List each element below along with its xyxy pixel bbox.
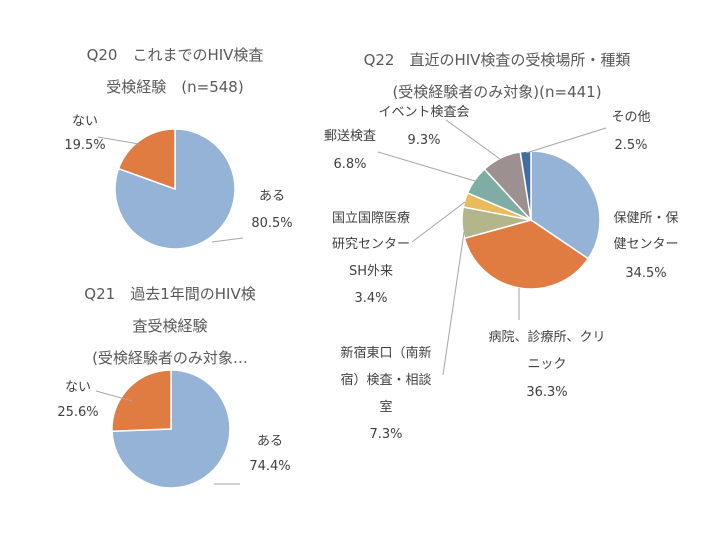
chart-q20-label-nai: ない <box>72 114 98 129</box>
chart-q22-label-shinjuku-line-2: 宿）検査・相談 <box>340 372 431 388</box>
chart-q22-label-byoin-line-1: 病院、診療所、クリ <box>488 329 605 345</box>
chart-pie2-slice-hokenjo <box>530 150 601 260</box>
chart-q21-title-line-1: Q21 過去1年間のHIV検 <box>84 285 255 303</box>
chart-q21-label-aru: ある <box>257 434 283 449</box>
chart-q20: Q20 これまでのHIV検査 受検経験 (n=548) ない 19.5% ある … <box>64 46 293 250</box>
chart-q22-slices <box>461 150 601 290</box>
chart-q21-title-line-2: 査受検経験 <box>132 317 207 335</box>
chart-q22-label-shinjuku-line-1: 新宿東口（南新 <box>340 345 431 361</box>
chart-pie0-slice-nai <box>117 128 176 191</box>
chart-q22-value-hokenjo: 34.5% <box>625 266 666 281</box>
chart-q22-label-kokuritsu-line-2: 研究センター <box>332 237 410 252</box>
chart-q22-label-sonota: その他 <box>611 110 650 125</box>
chart-q22-title-line-2: (受検経験者のみ対象)(n=441) <box>392 83 601 101</box>
chart-q22-value-kokuritsu: 3.4% <box>354 291 387 306</box>
chart-q22-value-event: 9.3% <box>407 133 440 148</box>
chart-q22-leader-sonota <box>525 127 607 154</box>
chart-q20-leader-aru <box>211 237 244 243</box>
chart-q20-value-nai: 19.5% <box>64 138 105 153</box>
chart-q21-label-nai: ない <box>65 380 91 395</box>
chart-q22-label-hokenjo-line-1: 保健所・保 <box>613 211 678 226</box>
chart-q22-leader-shinjuku <box>442 231 465 376</box>
chart-q21-leader-nai <box>95 390 133 402</box>
chart-q21-slices <box>111 369 231 489</box>
chart-q21-title-line-3: (受検経験者のみ対象… <box>92 349 248 367</box>
chart-q22-label-yuso: 郵送検査 <box>324 129 376 144</box>
chart-q22-label-shinjuku-line-3: 室 <box>379 399 392 415</box>
chart-q20-slices <box>114 128 236 250</box>
chart-q22-leader-event <box>445 119 501 160</box>
chart-q20-value-aru: 80.5% <box>251 216 292 231</box>
chart-q22-label-kokuritsu-line-3: SH外来 <box>349 264 393 279</box>
chart-q20-title-line-1: Q20 これまでのHIV検査 <box>87 46 264 64</box>
chart-q22-value-shinjuku: 7.3% <box>369 427 402 442</box>
chart-pie1-slice-nai <box>111 369 172 432</box>
chart-q20-title-line-2: 受検経験 (n=548) <box>106 78 243 96</box>
chart-q22-title-line-1: Q22 直近のHIV検査の受検場所・種類 <box>364 51 631 69</box>
chart-q22-label-event: イベント検査会 <box>378 105 469 120</box>
chart-q22-leader-yuso <box>377 151 476 182</box>
chart-q22-value-sonota: 2.5% <box>614 138 647 153</box>
chart-q21-value-nai: 25.6% <box>57 405 98 420</box>
chart-q22-label-kokuritsu-line-1: 国立国際医療 <box>332 211 410 226</box>
chart-q22-leader-kokuritsu <box>411 201 466 243</box>
chart-q22: Q22 直近のHIV検査の受検場所・種類 (受検経験者のみ対象)(n=441) … <box>324 51 679 442</box>
chart-q21-value-aru: 74.4% <box>249 459 290 474</box>
chart-q21: Q21 過去1年間のHIV検 査受検経験 (受検経験者のみ対象… ない 25.6… <box>57 285 291 489</box>
chart-q22-value-yuso: 6.8% <box>333 157 366 172</box>
chart-q22-label-hokenjo-line-2: 健センター <box>613 237 678 252</box>
chart-q22-label-byoin-line-2: ニック <box>527 357 566 372</box>
chart-q20-leader-nai <box>97 136 140 145</box>
chart-pie2-slice-byoin <box>463 219 590 290</box>
chart-q20-label-aru: ある <box>259 189 285 204</box>
chart-q22-value-byoin: 36.3% <box>526 385 567 400</box>
